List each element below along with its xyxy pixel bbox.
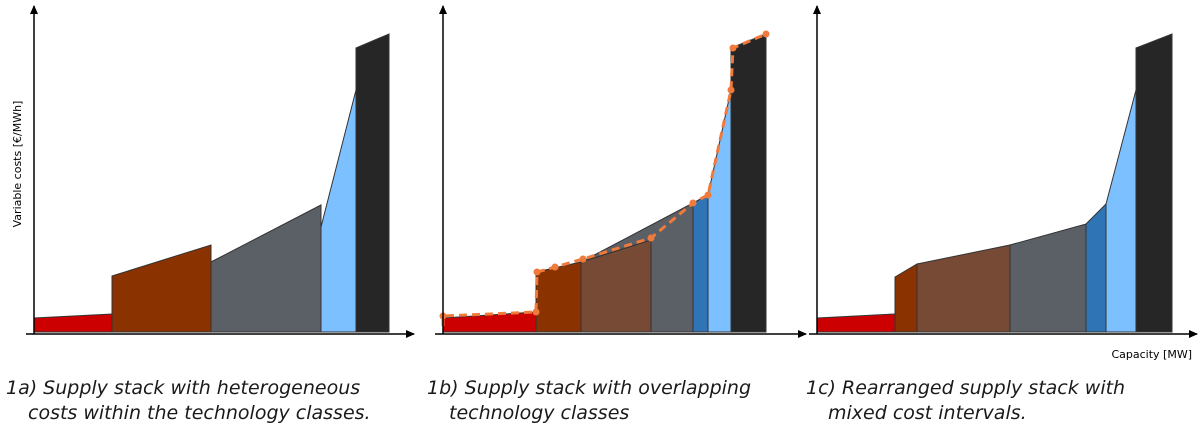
- curve-point: [762, 30, 770, 38]
- caption-1c-line1: 1c) Rearranged supply stack with: [806, 377, 1126, 399]
- curve-point: [729, 44, 737, 52]
- caption-1a-line2: costs within the technology classes.: [28, 402, 371, 424]
- red-block: [816, 313, 896, 333]
- caption-1b: 1b) Supply stack with overlapping techno…: [427, 376, 751, 426]
- panel-1a: Variable costs [€/MWh]: [11, 5, 415, 338]
- caption-1c: 1c) Rearranged supply stack with mixed c…: [806, 376, 1125, 426]
- caption-1b-line1: 1b) Supply stack with overlapping: [427, 377, 752, 399]
- light-blue-block: [1105, 89, 1137, 333]
- black-block: [355, 33, 390, 333]
- panel-1b: [435, 5, 807, 338]
- curve-point: [704, 191, 712, 199]
- black-block: [730, 33, 767, 333]
- curve-point: [689, 199, 697, 207]
- dark-brown-block: [535, 261, 582, 333]
- x-axis-label: Capacity [MW]: [1111, 348, 1192, 361]
- dark-blue-block: [692, 194, 709, 333]
- supply-curve: [441, 32, 767, 326]
- curve-point: [647, 234, 655, 242]
- dark-brown-block: [111, 244, 212, 333]
- curve-point: [579, 255, 587, 263]
- brown-block: [580, 239, 652, 333]
- curve-point: [551, 263, 559, 271]
- caption-1c-line2: mixed cost intervals.: [828, 402, 1027, 424]
- curve-point: [727, 86, 735, 94]
- curve-point: [532, 308, 540, 316]
- caption-1a: 1a) Supply stack with heterogeneous cost…: [6, 376, 371, 426]
- light-blue-block: [707, 89, 732, 333]
- panel-1c: Capacity [MW]: [809, 5, 1198, 361]
- caption-1b-line2: technology classes: [449, 402, 630, 424]
- y-axis-label: Variable costs [€/MWh]: [11, 101, 24, 228]
- black-block: [1135, 33, 1173, 333]
- slate-block: [1009, 223, 1087, 333]
- caption-1a-line1: 1a) Supply stack with heterogeneous: [6, 377, 361, 399]
- dark-brown-block: [894, 263, 918, 333]
- slate-block: [210, 204, 322, 333]
- supply-curve-points: [439, 30, 770, 320]
- curve-point: [533, 268, 541, 276]
- light-blue-block: [320, 89, 357, 333]
- brown-block: [916, 244, 1011, 333]
- dark-blue-block: [1085, 202, 1107, 333]
- red-block: [33, 313, 113, 333]
- slate-block: [580, 202, 694, 333]
